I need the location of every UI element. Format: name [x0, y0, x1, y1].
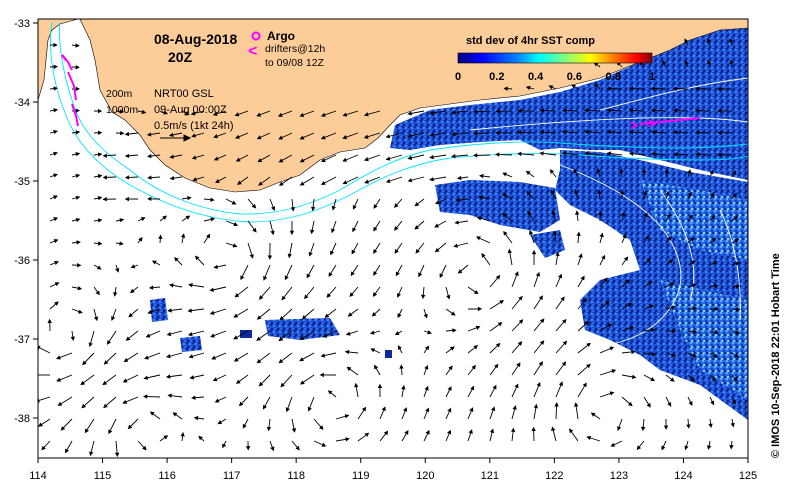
y-tick-label: -38 — [14, 413, 30, 425]
x-tick-label: 125 — [739, 470, 757, 482]
x-tick-label: 122 — [545, 470, 563, 482]
colorbar-tick-label: 0 — [455, 71, 461, 83]
y-tick-label: -34 — [14, 97, 30, 109]
credit-text: © IMOS 10-Sep-2018 22:01 Hobart Time — [770, 253, 782, 458]
x-tick-label: 120 — [416, 470, 434, 482]
x-tick-label: 118 — [287, 470, 305, 482]
x-tick-label: 121 — [481, 470, 499, 482]
contour-200-label: 200m — [106, 88, 133, 100]
product-time: 09-Aug 00:00Z — [154, 104, 227, 116]
colorbar — [458, 53, 652, 63]
argo-label: Argo — [267, 29, 295, 43]
colorbar-tick-label: 0.6 — [567, 71, 582, 83]
x-tick-label: 123 — [610, 470, 628, 482]
y-tick-label: -35 — [14, 176, 30, 188]
x-axis-ticks: 114 115 116 117 118 119 120 121 122 123 124 125 — [29, 458, 757, 482]
x-tick-label: 124 — [674, 470, 692, 482]
colorbar-title: std dev of 4hr SST comp — [466, 35, 595, 47]
x-tick-label: 115 — [94, 470, 112, 482]
map-date: 08-Aug-2018 — [154, 31, 237, 47]
drifters-label: drifters@12h — [265, 43, 325, 55]
colorbar-tick-label: 0.2 — [489, 71, 504, 83]
x-tick-label: 114 — [29, 470, 47, 482]
svg-text:>: > — [630, 117, 638, 133]
colorbar-tick-label: 1 — [649, 71, 655, 83]
x-tick-label: 117 — [223, 470, 241, 482]
drifters-sub: to 09/08 12Z — [265, 57, 325, 69]
y-tick-label: -37 — [14, 334, 30, 346]
current-vector-head — [34, 374, 37, 377]
y-tick-label: -36 — [14, 255, 30, 267]
map-hour: 20Z — [168, 49, 193, 65]
map-area: > > — [34, 19, 748, 458]
drifter-arrow-icon: < — [248, 43, 257, 60]
y-axis-ticks: -33 -34 -35 -36 -37 -38 — [14, 18, 38, 425]
x-tick-label: 119 — [352, 470, 370, 482]
x-tick-label: 116 — [158, 470, 176, 482]
colorbar-tick-label: 0.8 — [606, 71, 621, 83]
contour-1000-label: 1000m — [106, 104, 138, 116]
svg-text:>: > — [648, 115, 656, 131]
colorbar-tick-label: 0.4 — [528, 71, 544, 83]
y-tick-label: -33 — [14, 18, 30, 30]
product-label: NRT00 GSL — [154, 88, 214, 100]
scale-label: 0.5m/s (1kt 24h) — [154, 120, 233, 132]
